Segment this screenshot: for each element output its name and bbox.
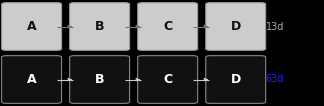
FancyBboxPatch shape: [2, 3, 62, 50]
FancyBboxPatch shape: [206, 56, 266, 103]
Text: 13d: 13d: [266, 22, 284, 31]
Text: 63d: 63d: [266, 75, 284, 84]
Text: A: A: [27, 73, 36, 86]
FancyBboxPatch shape: [138, 56, 198, 103]
Text: B: B: [95, 73, 104, 86]
FancyBboxPatch shape: [206, 3, 266, 50]
Text: C: C: [163, 20, 172, 33]
Text: A: A: [27, 20, 36, 33]
FancyBboxPatch shape: [138, 3, 198, 50]
FancyBboxPatch shape: [2, 56, 62, 103]
Text: D: D: [231, 73, 241, 86]
FancyBboxPatch shape: [70, 56, 130, 103]
FancyBboxPatch shape: [70, 3, 130, 50]
Text: D: D: [231, 20, 241, 33]
Text: B: B: [95, 20, 104, 33]
Text: C: C: [163, 73, 172, 86]
